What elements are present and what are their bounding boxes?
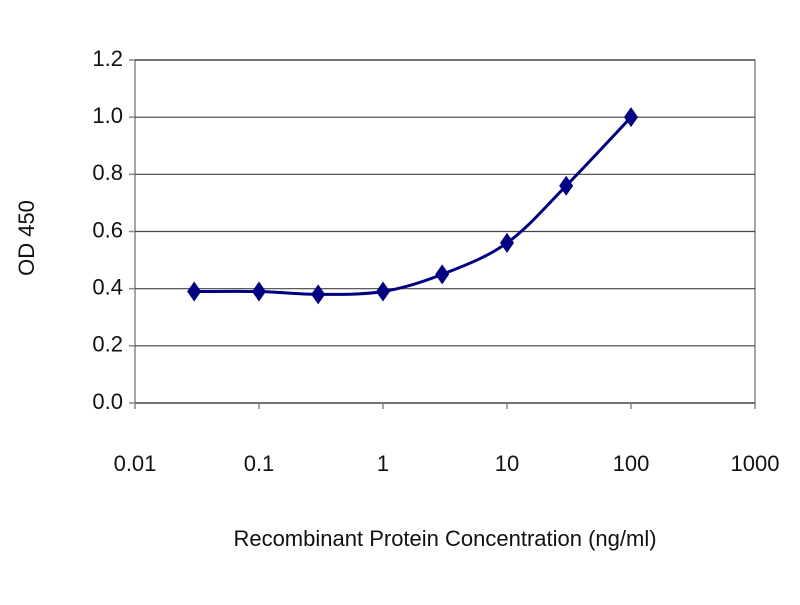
data-point bbox=[187, 281, 202, 302]
x-tick-label: 0.01 bbox=[114, 451, 157, 476]
data-point bbox=[435, 264, 450, 285]
data-point bbox=[311, 284, 326, 305]
y-tick-label: 0.8 bbox=[92, 160, 123, 185]
data-point bbox=[500, 232, 514, 253]
data-point bbox=[624, 107, 638, 128]
x-tick-label: 10 bbox=[495, 451, 519, 476]
x-tick-label: 100 bbox=[613, 451, 650, 476]
x-axis-label: Recombinant Protein Concentration (ng/ml… bbox=[233, 526, 656, 551]
data-point bbox=[252, 281, 266, 302]
y-tick-label: 1.0 bbox=[92, 103, 123, 128]
x-tick-label: 1 bbox=[377, 451, 389, 476]
x-tick-label: 1000 bbox=[731, 451, 780, 476]
y-axis-label: OD 450 bbox=[14, 200, 39, 276]
y-tick-label: 0.2 bbox=[92, 332, 123, 357]
y-tick-label: 0.4 bbox=[92, 274, 123, 299]
data-point bbox=[376, 281, 390, 302]
data-point bbox=[559, 175, 574, 196]
y-tick-label: 0.6 bbox=[92, 217, 123, 242]
y-tick-label: 0.0 bbox=[92, 389, 123, 414]
y-tick-label: 1.2 bbox=[92, 46, 123, 71]
x-tick-label: 0.1 bbox=[244, 451, 275, 476]
